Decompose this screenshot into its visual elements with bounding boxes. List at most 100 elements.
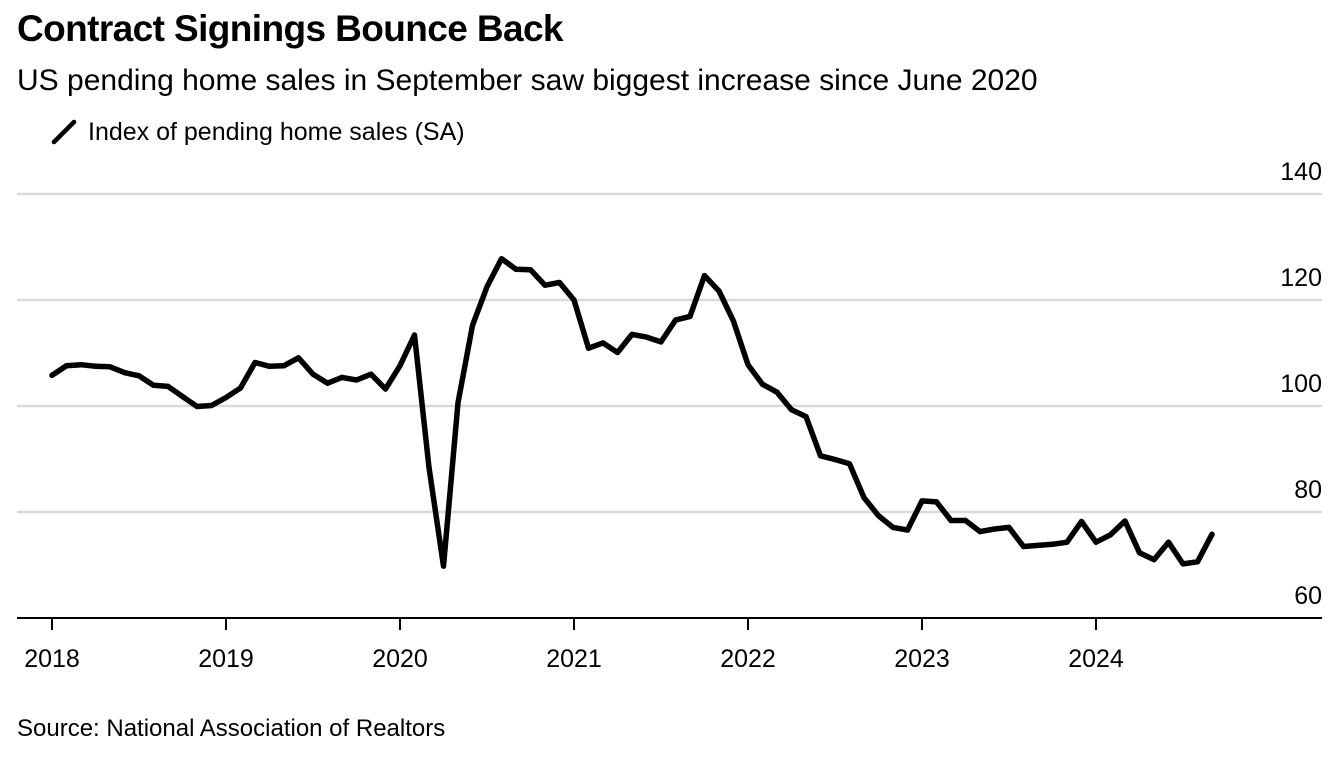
data-point-2018-09: [165, 383, 171, 389]
data-point-2022-11: [890, 524, 896, 531]
y-axis-labels: 60 80 100 120 140: [1280, 158, 1322, 610]
data-point-2023-10: [1049, 541, 1056, 547]
y-tick-label-80: 80: [1294, 476, 1322, 504]
x-tick-label-2020: 2020: [372, 645, 428, 673]
data-point-2023-02: [933, 499, 940, 505]
data-point-2020-06: [469, 322, 476, 328]
data-point-2022-07: [832, 456, 838, 463]
data-point-2019-05: [281, 363, 287, 369]
data-point-2022-02: [759, 381, 766, 387]
y-tick-label-100: 100: [1280, 370, 1322, 398]
data-point-2020-04: [440, 563, 447, 569]
data-point-2020-09: [513, 266, 519, 272]
data-point-2019-08: [324, 380, 331, 386]
data-point-2018-02: [63, 363, 70, 369]
data-point-2023-04: [962, 517, 969, 524]
data-point-2018-01: [49, 372, 55, 378]
data-point-2022-04: [788, 407, 795, 413]
data-point-2019-04: [266, 363, 273, 369]
data-point-2018-11: [194, 403, 200, 410]
data-point-2021-08: [672, 317, 679, 323]
data-point-2020-12: [556, 279, 563, 286]
data-point-2023-01: [919, 498, 925, 504]
data-point-2019-02: [237, 385, 244, 391]
data-point-2021-09: [687, 313, 693, 319]
x-tick-label-2022: 2022: [720, 645, 776, 673]
data-point-2021-05: [629, 331, 635, 337]
data-point-2024-07: [1180, 561, 1186, 567]
data-point-2018-06: [121, 370, 128, 376]
data-point-2021-03: [600, 340, 606, 346]
data-point-2021-01: [571, 297, 577, 303]
data-point-2021-12: [730, 318, 737, 324]
data-point-2018-07: [136, 373, 142, 379]
data-point-2020-03: [426, 464, 432, 471]
data-point-2022-08: [846, 461, 853, 467]
data-point-2024-04: [1136, 550, 1143, 556]
data-point-2019-11: [368, 371, 374, 377]
data-point-2020-01: [397, 363, 403, 369]
chart-legend: Index of pending home sales (SA): [50, 116, 465, 148]
data-point-2018-04: [92, 363, 99, 369]
data-point-2019-03: [252, 359, 258, 366]
data-point-2022-12: [904, 527, 911, 533]
data-point-2018-12: [208, 402, 215, 409]
x-axis: 2018 2019 2020 2021 2022 2023 2024: [17, 617, 1322, 673]
data-point-2024-06: [1165, 539, 1172, 545]
y-tick-label-140: 140: [1280, 158, 1322, 186]
data-point-2019-01: [223, 394, 229, 401]
data-point-2022-09: [861, 495, 867, 501]
data-point-2021-02: [585, 345, 592, 351]
data-point-2023-12: [1078, 518, 1085, 525]
data-point-2024-03: [1122, 518, 1128, 524]
data-point-2021-11: [716, 288, 722, 294]
data-point-2021-06: [643, 334, 650, 340]
gridlines: [17, 192, 1322, 514]
y-tick-label-60: 60: [1294, 582, 1322, 610]
data-point-2019-09: [339, 374, 345, 380]
data-point-2020-11: [542, 282, 548, 288]
data-point-2022-01: [745, 362, 751, 368]
x-tick-label-2023: 2023: [894, 645, 950, 673]
data-point-2023-11: [1064, 539, 1070, 545]
data-point-2024-01: [1093, 539, 1099, 545]
data-point-2024-09: [1209, 531, 1215, 537]
data-point-2020-07: [484, 284, 490, 290]
data-point-2022-10: [875, 513, 882, 519]
data-point-2019-06: [295, 355, 302, 361]
data-point-2023-07: [1006, 524, 1012, 531]
data-point-2021-07: [658, 339, 664, 345]
x-tick-label-2021: 2021: [546, 645, 602, 673]
source-note: Source: National Association of Realtors: [17, 715, 446, 742]
data-point-2024-08: [1194, 559, 1201, 565]
data-point-2023-05: [977, 529, 983, 535]
data-point-2023-03: [948, 517, 954, 524]
legend-label: Index of pending home sales (SA): [88, 117, 465, 146]
data-point-2020-02: [411, 332, 418, 338]
data-point-2018-05: [107, 364, 113, 370]
y-tick-label-120: 120: [1280, 264, 1322, 292]
data-point-2023-08: [1020, 543, 1027, 550]
data-point-2024-02: [1107, 532, 1114, 538]
data-point-2020-08: [498, 256, 505, 262]
data-point-2020-10: [527, 267, 534, 273]
series-line-0: [49, 255, 1215, 569]
data-point-2019-12: [382, 386, 389, 392]
data-point-2023-06: [991, 526, 998, 532]
data-point-2022-03: [774, 389, 780, 395]
data-point-2020-05: [455, 400, 461, 406]
chart-title: Contract Signings Bounce Back: [17, 8, 564, 49]
x-tick-label-2024: 2024: [1068, 645, 1124, 673]
data-point-2021-10: [701, 273, 708, 279]
data-point-2018-10: [179, 393, 186, 400]
data-point-2021-04: [614, 349, 621, 356]
data-point-2024-05: [1151, 557, 1157, 563]
x-tick-label-2019: 2019: [198, 645, 254, 673]
data-point-2022-06: [817, 453, 824, 459]
data-point-2023-09: [1035, 542, 1041, 549]
series-layer: [49, 255, 1215, 569]
data-point-2019-10: [353, 377, 360, 383]
x-tick-label-2018: 2018: [24, 645, 80, 673]
data-point-2022-05: [803, 414, 809, 420]
